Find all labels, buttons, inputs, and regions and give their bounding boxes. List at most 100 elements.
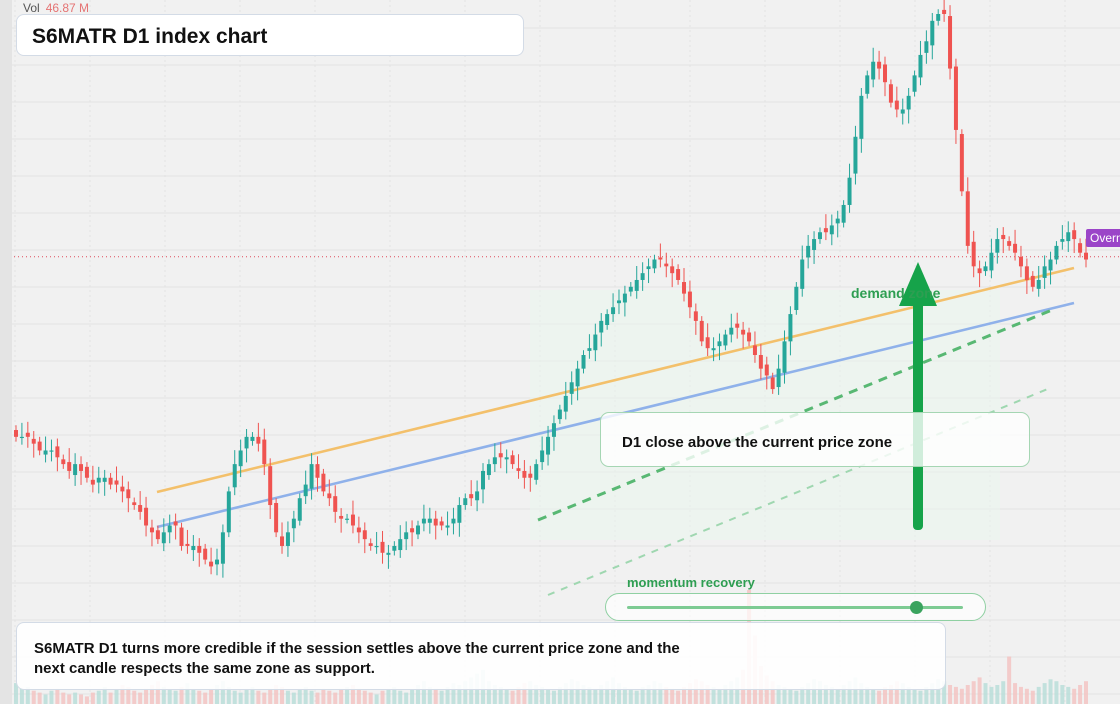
candle-body <box>73 464 78 476</box>
volume-bar <box>185 683 190 704</box>
candle-body <box>640 273 645 280</box>
candle-body <box>788 314 793 342</box>
candle-body <box>268 466 273 506</box>
candle-body <box>983 266 988 272</box>
volume-bar <box>1013 683 1018 704</box>
volume-bar <box>942 681 947 704</box>
candle-body <box>84 466 89 478</box>
candle-body <box>315 464 320 478</box>
volume-bar <box>540 686 545 704</box>
volume-bar <box>800 686 805 704</box>
candle-body <box>79 464 84 471</box>
volume-bar <box>398 690 403 704</box>
candle-body <box>55 446 60 458</box>
volume-bar <box>102 686 107 704</box>
candle-body <box>871 61 876 80</box>
momentum-slider-knob[interactable] <box>909 601 923 614</box>
volume-bar <box>297 688 302 704</box>
volume-bar <box>291 692 296 704</box>
volume-bar <box>841 685 846 704</box>
momentum-label: momentum recovery <box>627 575 755 590</box>
volume-bar <box>806 683 811 704</box>
candle-body <box>764 364 769 376</box>
candle-body <box>345 518 350 520</box>
candle-body <box>563 395 568 412</box>
volume-bar <box>788 688 793 704</box>
candle-body <box>67 462 72 471</box>
volume-bar <box>19 688 24 704</box>
candle-body <box>995 239 1000 253</box>
candle-body <box>670 266 675 274</box>
volume-bar <box>1001 681 1006 704</box>
volume-bar <box>303 686 308 704</box>
volume-bar <box>599 685 604 704</box>
volume-bar <box>1048 679 1053 704</box>
chart-title: S6MATR D1 index chart <box>32 25 268 48</box>
candle-body <box>676 269 681 280</box>
candle-body <box>540 450 545 463</box>
candle-body <box>936 14 941 21</box>
volume-bar <box>1054 681 1059 704</box>
volume-bar <box>717 688 722 704</box>
volume-bar <box>439 690 444 704</box>
volume-bar <box>220 681 225 704</box>
volume-bar <box>670 688 675 704</box>
candlestick-series <box>14 0 1088 578</box>
candle-body <box>19 436 24 439</box>
candle-body <box>144 507 149 526</box>
volume-bar <box>55 688 60 704</box>
candle-body <box>1060 239 1065 242</box>
volume-legend-value: 46.87 M <box>45 1 90 15</box>
volume-bar <box>84 696 89 704</box>
callout-card: D1 close above the current price zone <box>600 412 1030 467</box>
volume-bar <box>90 692 95 704</box>
volume-bar <box>1030 690 1035 704</box>
candle-body <box>546 436 551 455</box>
candle-body <box>776 368 781 388</box>
volume-bar <box>238 692 243 704</box>
candle-body <box>386 552 391 555</box>
summary-card: S6MATR D1 turns more credible if the ses… <box>16 622 946 690</box>
candle-body <box>481 470 486 490</box>
volume-bar <box>611 677 616 704</box>
chart-title-card: S6MATR D1 index chart <box>16 14 524 56</box>
candle-body <box>971 241 976 267</box>
volume-bar <box>894 681 899 704</box>
candle-body <box>888 84 893 103</box>
volume-bar <box>1018 686 1023 704</box>
volume-bar <box>161 686 166 704</box>
volume-bar <box>859 683 864 704</box>
volume-bar <box>906 686 911 704</box>
candle-body <box>232 464 237 488</box>
candle-body <box>581 355 586 369</box>
candle-body <box>61 459 66 465</box>
candle-body <box>817 232 822 240</box>
volume-bar <box>593 688 598 704</box>
candle-body <box>126 489 131 499</box>
volume-bar <box>380 690 385 704</box>
candle-body <box>758 355 763 369</box>
volume-bar <box>794 690 799 704</box>
volume-bar <box>977 677 982 704</box>
candle-body <box>551 423 556 437</box>
candle-body <box>628 286 633 292</box>
volume-bar <box>652 681 657 704</box>
candle-body <box>877 61 882 69</box>
momentum-slider[interactable] <box>605 593 986 621</box>
volume-bar <box>498 686 503 704</box>
candle-body <box>43 450 48 455</box>
volume-bar <box>948 685 953 704</box>
candle-body <box>463 498 468 506</box>
candle-body <box>445 525 450 528</box>
candle-body <box>96 477 101 483</box>
volume-bar <box>31 690 36 704</box>
volume-bar <box>676 690 681 704</box>
volume-bar <box>735 677 740 704</box>
candle-body <box>705 337 710 349</box>
candle-body <box>214 559 219 565</box>
volume-bar <box>362 690 367 704</box>
candle-body <box>924 41 929 53</box>
volume-bar <box>646 685 651 704</box>
volume-bar <box>634 690 639 704</box>
volume-bar <box>1078 685 1083 704</box>
